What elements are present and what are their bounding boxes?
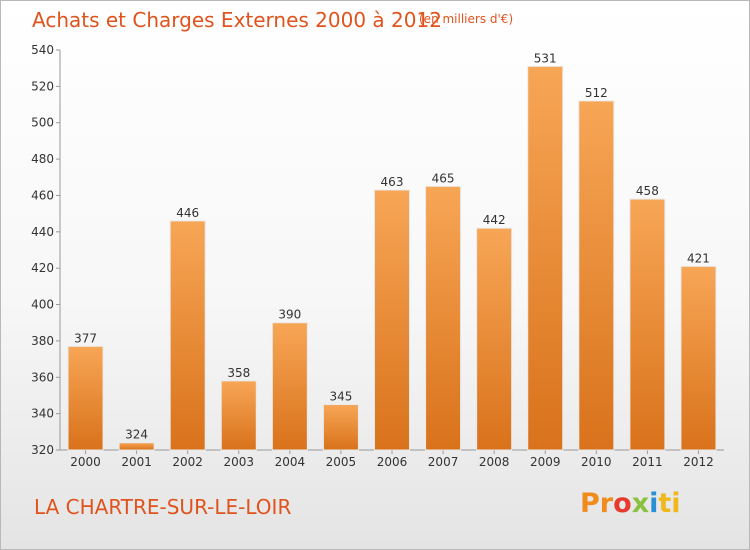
x-tick-label: 2003: [223, 455, 254, 469]
bar-value-label: 345: [329, 390, 352, 404]
bar-value-label: 463: [381, 175, 404, 189]
chart-title: Achats et Charges Externes 2000 à 2012: [32, 8, 442, 32]
x-tick-label: 2005: [326, 455, 357, 469]
x-tick-label: 2004: [275, 455, 306, 469]
bar-value-label: 458: [636, 184, 659, 198]
x-tick-label: 2000: [70, 455, 101, 469]
bar-value-label: 421: [687, 251, 710, 265]
x-tick-label: 2011: [632, 455, 663, 469]
bar-value-label: 377: [74, 331, 97, 345]
bar: [374, 189, 410, 451]
bar-value-label: 390: [278, 308, 301, 322]
y-tick-label: 340: [31, 407, 54, 421]
bar-value-label: 531: [534, 51, 557, 65]
bar: [169, 220, 206, 451]
bar: [476, 227, 513, 451]
x-tick-label: 2007: [428, 455, 459, 469]
x-tick-label: 2006: [377, 455, 408, 469]
bar-value-label: 512: [585, 86, 608, 100]
chart-subtitle: (en milliers d'€): [419, 12, 514, 26]
y-tick-label: 500: [31, 116, 54, 130]
x-tick-label: 2001: [121, 455, 152, 469]
bar-value-label: 465: [432, 171, 455, 185]
y-tick-label: 380: [31, 334, 54, 348]
bar-value-label: 358: [227, 366, 250, 380]
bar-value-label: 324: [125, 428, 148, 442]
bar: [220, 380, 257, 451]
bar: [527, 65, 564, 451]
x-tick-label: 2012: [683, 455, 714, 469]
x-tick-label: 2010: [581, 455, 612, 469]
bar: [67, 345, 104, 451]
y-tick-label: 400: [31, 298, 54, 312]
y-tick-label: 420: [31, 261, 54, 275]
bar-value-label: 446: [176, 206, 199, 220]
chart-labels: 377 324 446 358 390 345 463 465 442 531 512 458 421: [74, 51, 710, 441]
y-tick-label: 540: [31, 43, 54, 57]
y-tick-label: 360: [31, 370, 54, 384]
town-name: LA CHARTRE-SUR-LE-LOIR: [34, 495, 292, 519]
y-tick-label: 460: [31, 188, 54, 202]
bar: [271, 322, 308, 451]
x-tick-label: 2008: [479, 455, 510, 469]
bar: [425, 185, 462, 451]
x-tick-label: 2009: [530, 455, 561, 469]
bar: [322, 404, 359, 451]
x-tick-label: 2002: [172, 455, 203, 469]
bar: [680, 265, 717, 451]
y-tick-label: 520: [31, 79, 54, 93]
y-tick-label: 440: [31, 225, 54, 239]
proxiti-logo[interactable]: Proxiti: [580, 488, 681, 519]
bar: [629, 198, 666, 451]
y-tick-label: 480: [31, 152, 54, 166]
y-tick-label: 320: [31, 443, 54, 457]
bar: [578, 100, 615, 451]
chart-bars: [67, 65, 717, 451]
bar: [118, 442, 155, 451]
bar-value-label: 442: [483, 213, 506, 227]
